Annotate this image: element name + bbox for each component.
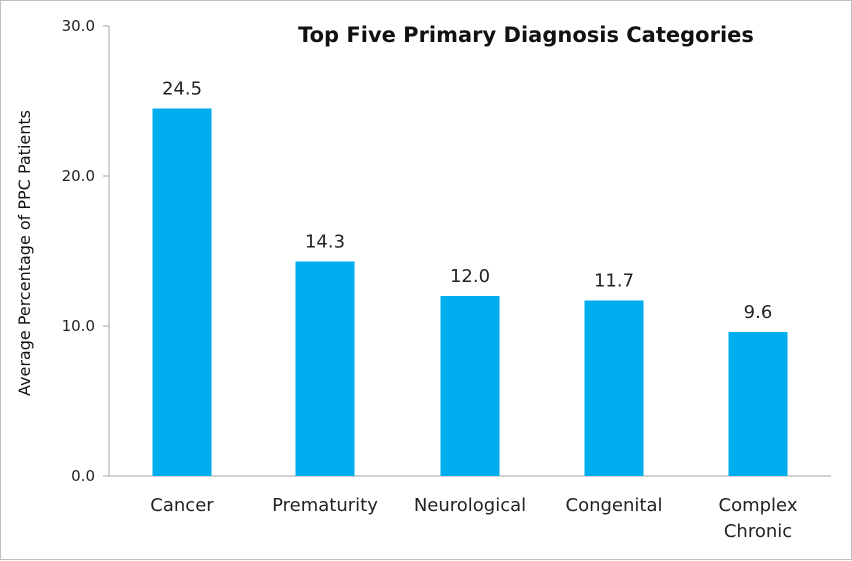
x-tick-label: Complex Chronic	[719, 495, 798, 542]
y-tick-label: 30.0	[62, 17, 95, 35]
bar	[295, 261, 355, 476]
x-tick-label-line: Congenital	[566, 495, 663, 516]
data-label: 11.7	[594, 271, 634, 292]
bar	[728, 332, 788, 476]
x-tick-label-line: Chronic	[724, 521, 792, 542]
chart-title: Top Five Primary Diagnosis Categories	[298, 23, 754, 47]
x-tick-label: Neurological	[414, 495, 526, 516]
bars-layer	[152, 108, 788, 476]
y-axis-label: Average Percentage of PPC Patients	[15, 110, 34, 396]
axes-layer: 0.0 10.0 20.0 30.0	[62, 17, 831, 485]
data-label: 12.0	[450, 266, 490, 287]
y-tick-label: 10.0	[62, 317, 95, 335]
x-tick-label: Congenital	[566, 495, 663, 516]
data-label: 14.3	[305, 232, 345, 253]
x-tick-label-line: Cancer	[150, 495, 214, 516]
y-tick-label: 20.0	[62, 167, 95, 185]
y-tick-label: 0.0	[71, 467, 95, 485]
data-label: 24.5	[162, 79, 202, 100]
labels-layer: 24.5 Cancer 14.3 Prematurity 12.0 Neurologica…	[150, 79, 798, 543]
bar	[584, 300, 644, 476]
x-tick-label-line: Neurological	[414, 495, 526, 516]
bar	[440, 296, 500, 476]
x-tick-label: Cancer	[150, 495, 214, 516]
x-tick-label-line: Prematurity	[272, 495, 378, 516]
x-tick-label-line: Complex	[719, 495, 798, 516]
bar	[152, 108, 212, 476]
data-label: 9.6	[744, 302, 773, 323]
x-tick-label: Prematurity	[272, 495, 378, 516]
